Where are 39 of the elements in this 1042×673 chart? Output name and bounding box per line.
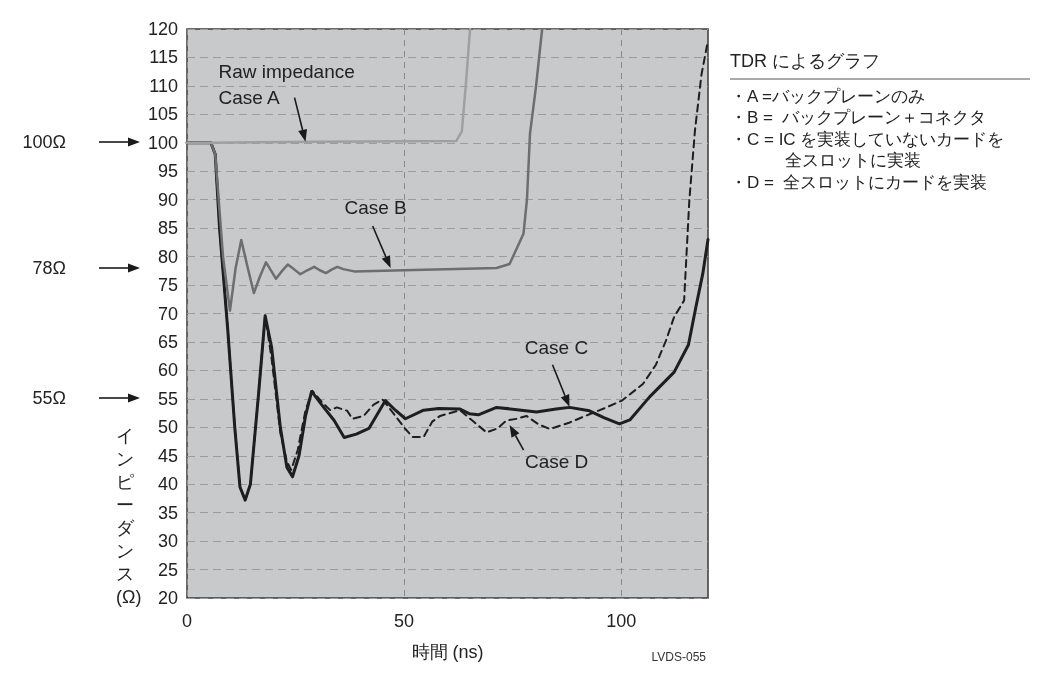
y-tick-label: 30 [157,531,178,552]
text: ・D = 全スロットにカードを実装 [730,172,988,192]
annotation: Case D [524,451,589,473]
text: ・A =バックプレーンのみ [730,86,926,106]
annotation: Case B [344,196,407,218]
y-tick-label: 50 [157,417,178,438]
text: ・B = バックプレーン＋コネクタ [730,108,987,128]
y-axis-title: インピーダンス (Ω) [116,425,142,607]
text: 55Ω [32,388,66,408]
y-tick-label: 90 [157,189,178,210]
y-tick-label: 80 [157,246,178,267]
y-tick-label: 40 [157,474,178,495]
y-tick-label: 85 [157,218,178,239]
y-tick-label: 55 [157,388,178,409]
text: LVDS-055 [651,650,707,664]
y-tick-label: 25 [157,559,178,580]
y-tick-label: 70 [157,303,178,324]
text: TDR によるグラフ [730,51,880,71]
y-tick-label: 95 [157,161,178,182]
x-axis-title: 時間 (ns) [411,642,484,662]
y-tick-label: 75 [157,275,178,296]
text: 78Ω [32,258,66,278]
y-tick-label: 35 [157,502,178,523]
y-tick-label: 60 [157,360,178,381]
x-tick-label: 100 [606,611,637,631]
y-tick-label: 110 [149,75,178,96]
y-tick-label: 120 [147,19,178,39]
y-tick-label: 100 [147,132,178,153]
text: ・C = IC を実装していないカードを全スロットに実装 [730,129,1005,171]
x-tick-label: 0 [181,611,193,631]
y-tick-label: 45 [157,445,178,466]
y-tick-label: 115 [149,47,178,68]
annotation: Raw impedance Case A [218,60,355,108]
text: 100Ω [22,132,66,152]
y-tick-label: 105 [147,104,178,125]
y-tick-label: 20 [157,588,178,608]
y-tick-label: 65 [157,331,178,352]
annotation: Case C [524,336,589,358]
x-tick-label: 50 [394,611,415,631]
